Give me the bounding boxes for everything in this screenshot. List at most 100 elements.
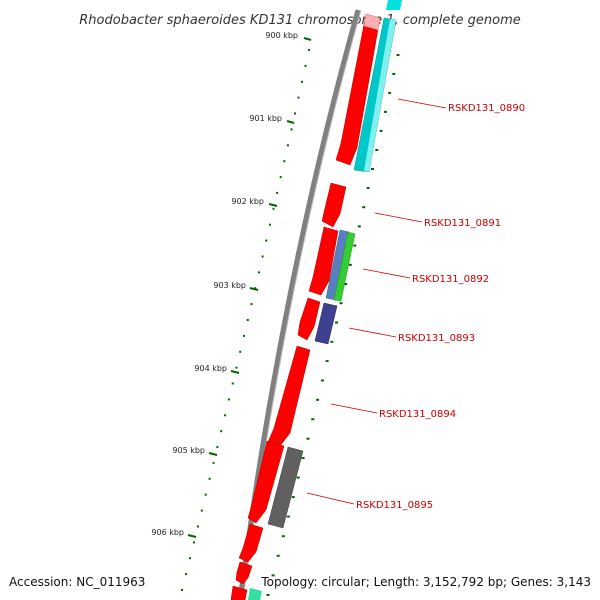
scale-label-900: 900 kbp	[265, 31, 298, 40]
scale-dot	[379, 129, 383, 132]
gene-feature[interactable]	[321, 182, 347, 228]
topology-text: Topology: circular; Length: 3,152,792 bp…	[260, 575, 591, 589]
scale-dot	[216, 446, 219, 449]
leader-line	[362, 268, 411, 279]
scale-dot	[281, 535, 285, 538]
gene-cyan-top	[386, 0, 402, 10]
scale-dot	[286, 515, 290, 518]
scale-dot	[320, 379, 324, 382]
scale-tick	[286, 120, 295, 124]
scale-label-906: 906 kbp	[151, 528, 184, 537]
scale-dot	[246, 319, 249, 321]
scale-dot	[239, 350, 242, 353]
scale-ticks: 900 kbp 901 kbp 902 kbp 903 kbp 904 kbp …	[151, 31, 312, 538]
scale-dot	[276, 554, 280, 557]
scale-dot	[220, 430, 223, 433]
leader-line	[397, 98, 447, 109]
scale-dot	[357, 225, 361, 228]
scale-dot	[265, 239, 268, 242]
scale-dot	[286, 144, 289, 147]
scale-dot	[283, 160, 286, 163]
scale-dot	[268, 223, 271, 226]
scale-dot	[388, 91, 392, 94]
scale-dot	[301, 457, 305, 460]
scale-dot	[375, 149, 379, 151]
gene-label-0892[interactable]: RSKD131_0892	[412, 274, 489, 285]
scale-dot	[192, 541, 195, 544]
scale-dot	[392, 72, 396, 75]
gene-label-0890[interactable]: RSKD131_0890	[448, 103, 525, 114]
gene-rskd131-0895[interactable]	[267, 446, 304, 529]
scale-dot	[261, 255, 264, 258]
gene-rskd131-0893[interactable]	[314, 302, 338, 345]
scale-dot	[362, 206, 366, 209]
gene-feature[interactable]	[308, 226, 339, 296]
scale-label-904: 904 kbp	[194, 364, 227, 373]
gene-feature[interactable]	[230, 585, 248, 600]
leader-line	[348, 327, 397, 338]
colored-gene-track	[248, 0, 402, 600]
scale-dot	[200, 509, 203, 512]
scale-dot	[235, 366, 238, 369]
gene-label-0895[interactable]: RSKD131_0895	[356, 500, 433, 511]
gene-feature[interactable]	[235, 561, 253, 585]
gene-label-0893[interactable]: RSKD131_0893	[398, 333, 475, 344]
scale-dot	[348, 263, 352, 266]
scale-dot	[344, 283, 348, 285]
gene-feature[interactable]	[247, 440, 285, 524]
scale-dot	[279, 176, 282, 179]
scale-label-905: 905 kbp	[172, 446, 205, 455]
accession-text: Accession: NC_011963	[9, 575, 145, 589]
gene-feature-highlight	[364, 14, 380, 30]
scale-dot	[296, 476, 300, 479]
scale-dot	[227, 398, 230, 401]
scale-dot	[208, 477, 211, 480]
scale-dot	[250, 303, 253, 306]
label-leaders	[306, 98, 447, 505]
scale-dot	[291, 496, 295, 499]
scale-dot	[204, 493, 207, 496]
scale-label-903: 903 kbp	[213, 281, 246, 290]
scale-tick	[249, 287, 259, 291]
scale-tick	[230, 370, 240, 374]
scale-dot	[224, 414, 227, 417]
scale-dot	[272, 207, 275, 210]
gene-green-bottom[interactable]	[248, 588, 262, 600]
map-title: Rhodobacter sphaeroides KD131 chromosome…	[79, 13, 520, 28]
scale-tick	[268, 203, 278, 207]
gene-labels: RSKD131_0890 RSKD131_0891 RSKD131_0892 R…	[356, 103, 525, 511]
scale-dot	[231, 382, 234, 385]
scale-dot	[306, 437, 310, 440]
scale-dot	[294, 112, 296, 115]
gene-rskd131-0890-edge	[364, 19, 396, 172]
scale-dot	[243, 334, 245, 337]
scale-label-902: 902 kbp	[231, 197, 264, 206]
scale-dot	[335, 321, 338, 324]
scale-dot	[383, 110, 387, 113]
scale-tick	[208, 452, 218, 456]
scale-tick	[187, 534, 197, 538]
gene-rskd131-0892-b[interactable]	[333, 231, 356, 302]
scale-dot	[308, 49, 310, 51]
gene-label-0891[interactable]: RSKD131_0891	[424, 218, 501, 229]
scale-dot	[316, 398, 320, 401]
scale-dot	[396, 54, 400, 56]
gene-feature[interactable]	[297, 297, 321, 341]
scale-dot	[181, 589, 183, 591]
outer-scale-ring	[181, 49, 310, 591]
scale-dot	[304, 64, 307, 67]
gene-label-0894[interactable]: RSKD131_0894	[379, 409, 456, 420]
scale-dot	[371, 168, 374, 170]
scale-dot	[330, 340, 334, 343]
scale-dot	[366, 187, 370, 190]
scale-dot	[290, 128, 293, 131]
scale-dot	[185, 573, 187, 576]
leader-line	[374, 212, 423, 223]
gene-feature[interactable]	[238, 523, 264, 563]
scale-dot	[257, 271, 260, 274]
scale-dot	[271, 574, 275, 577]
scale-dot	[276, 191, 279, 194]
scale-dot	[339, 302, 343, 305]
scale-label-901: 901 kbp	[249, 114, 282, 123]
